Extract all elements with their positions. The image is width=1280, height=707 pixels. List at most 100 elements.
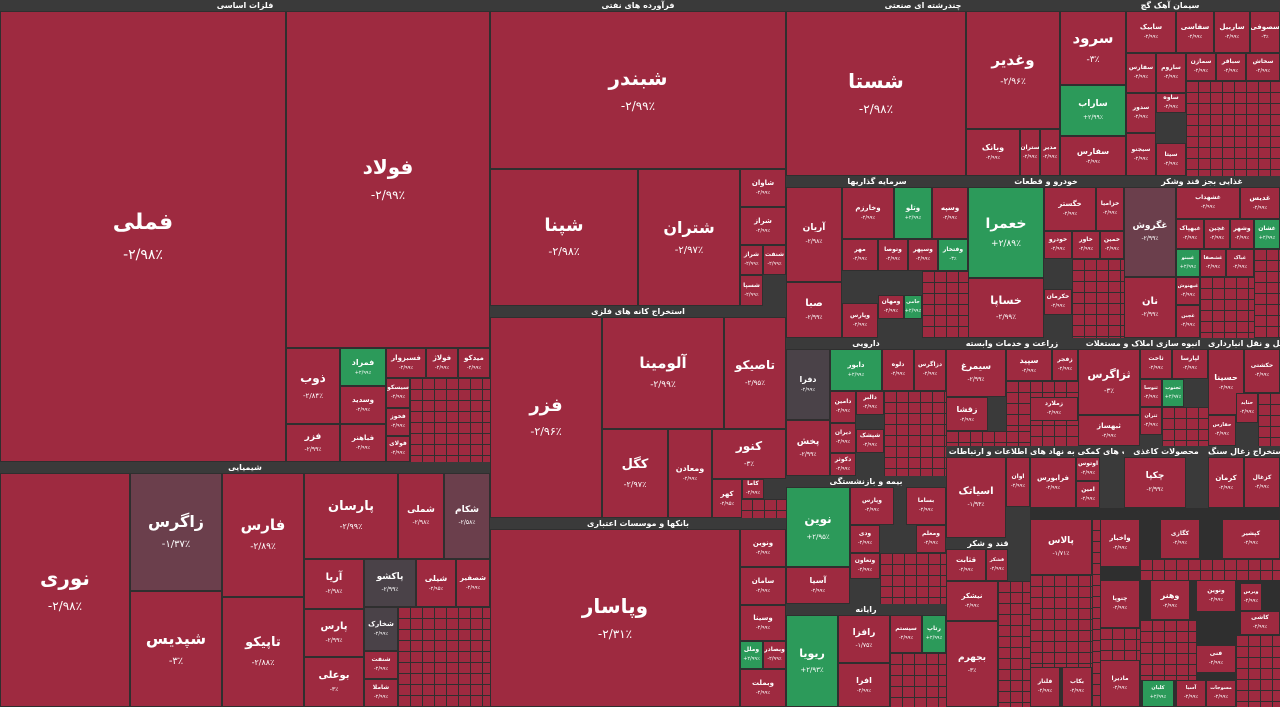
symbol-tile[interactable]: کنور -۳٪	[712, 429, 786, 479]
symbol-tile[interactable]: وبرس -۲/۹۹٪	[1240, 583, 1262, 611]
symbol-tile[interactable]: غبهنوش -۲/۹۹٪	[1176, 277, 1200, 305]
symbol-tile[interactable]: ودی -۲/۹۹٪	[850, 525, 880, 553]
symbol-tile[interactable]: وبصادر -۲/۹۹٪	[763, 641, 786, 669]
symbol-tile[interactable]: سخاش -۲/۹۹٪	[1246, 53, 1280, 81]
symbol-tile[interactable]: چنوپا -۲/۹۹٪	[1100, 580, 1140, 628]
symbol-tile[interactable]: تاصیکو -۲/۹۵٪	[724, 317, 786, 429]
symbol-tile[interactable]: آسیا -۲/۹۹٪	[786, 567, 850, 604]
symbol-tile[interactable]: ساراب +۲/۹۹٪	[1060, 85, 1126, 136]
small-symbols-cluster[interactable]	[1030, 575, 1092, 667]
symbol-tile[interactable]: آریان -۲/۹۸٪	[786, 187, 842, 282]
symbol-tile[interactable]: کاشی -۲/۹۹٪	[1240, 611, 1280, 635]
symbol-tile[interactable]: امین -۲/۹۹٪	[1076, 481, 1100, 508]
symbol-tile[interactable]: کرمان -۲/۹۹٪	[1208, 457, 1244, 508]
symbol-tile[interactable]: خکرمان -۲/۹۹٪	[1044, 289, 1072, 315]
symbol-tile[interactable]: دزاگرس -۲/۹۹٪	[914, 349, 946, 391]
symbol-tile[interactable]: واخبار -۲/۹۹٪	[1100, 519, 1140, 567]
symbol-tile[interactable]: پاکشو -۲/۹۹٪	[364, 559, 416, 607]
symbol-tile[interactable]: غشان +۲/۹۹٪	[1254, 219, 1280, 249]
symbol-tile[interactable]: جامی +۲/۹۹٪	[904, 295, 922, 319]
symbol-tile[interactable]: شنفت -۲/۹۹٪	[763, 245, 786, 275]
symbol-tile[interactable]: زفجر -۲/۹۹٪	[1052, 349, 1078, 381]
symbol-tile[interactable]: وبانک -۲/۹۹٪	[966, 129, 1020, 176]
symbol-tile[interactable]: سرود -۳٪	[1060, 11, 1126, 85]
symbol-tile[interactable]: اوان -۲/۹۹٪	[1006, 457, 1030, 507]
symbol-tile[interactable]: سمازن -۲/۹۹٪	[1186, 53, 1216, 81]
symbol-tile[interactable]: سامان -۲/۹۹٪	[740, 567, 786, 605]
symbol-tile[interactable]: وملل +۲/۹۹٪	[740, 641, 763, 669]
symbol-tile[interactable]: تاپیکو -۲/۸۸٪	[222, 597, 304, 707]
symbol-tile[interactable]: افرا -۲/۹۹٪	[838, 663, 890, 707]
symbol-tile[interactable]: سیجنو -۲/۹۹٪	[1126, 133, 1156, 176]
symbol-tile[interactable]: لپارسا -۲/۹۹٪	[1172, 349, 1208, 379]
symbol-tile[interactable]: خودرو -۲/۹۹٪	[1044, 231, 1072, 259]
symbol-tile[interactable]: سابیک -۲/۹۹٪	[1126, 11, 1176, 53]
symbol-tile[interactable]: شپدیس -۳٪	[130, 591, 222, 707]
symbol-tile[interactable]: غشهداب -۲/۹۹٪	[1176, 187, 1240, 219]
symbol-tile[interactable]: وپاسار -۲/۳۱٪	[490, 529, 740, 707]
symbol-tile[interactable]: حتاید -۲/۹۹٪	[1236, 393, 1258, 423]
small-symbols-cluster[interactable]	[922, 271, 968, 338]
small-symbols-cluster[interactable]	[1258, 393, 1280, 446]
symbol-tile[interactable]: شاملا -۲/۹۹٪	[364, 679, 398, 707]
symbol-tile[interactable]: شراز -۲/۹۹٪	[740, 207, 786, 245]
symbol-tile[interactable]: پارسان -۲/۹۹٪	[304, 473, 398, 559]
symbol-tile[interactable]: زاگرس -۱/۳۷٪	[130, 473, 222, 591]
symbol-tile[interactable]: ثاخت -۲/۹۹٪	[1140, 349, 1172, 379]
small-symbols-cluster[interactable]	[1092, 519, 1100, 707]
symbol-tile[interactable]: فخوز -۲/۹۹٪	[386, 408, 410, 436]
symbol-tile[interactable]: دکوثر -۲/۹۹٪	[830, 453, 856, 476]
symbol-tile[interactable]: قثابت -۲/۹۹٪	[946, 549, 986, 581]
symbol-tile[interactable]: وشهر -۲/۹۹٪	[1230, 219, 1254, 249]
symbol-tile[interactable]: خساپا -۲/۹۹٪	[968, 278, 1044, 338]
symbol-tile[interactable]: بوعلی -۳٪	[304, 657, 364, 707]
symbol-tile[interactable]: وبملت -۲/۹۹٪	[740, 669, 786, 707]
symbol-tile[interactable]: ومعلم -۲/۹۹٪	[916, 525, 946, 553]
symbol-tile[interactable]: شستا -۲/۹۸٪	[786, 11, 966, 176]
symbol-tile[interactable]: آریا -۲/۹۸٪	[304, 559, 364, 609]
symbol-tile[interactable]: سیستم -۲/۹۹٪	[890, 615, 922, 653]
symbol-tile[interactable]: صبا -۲/۹۹٪	[786, 282, 842, 338]
symbol-tile[interactable]: شخارک -۲/۹۹٪	[364, 607, 398, 651]
symbol-tile[interactable]: شاوان -۲/۹۹٪	[740, 169, 786, 207]
symbol-tile[interactable]: غبینو +۲/۹۹٪	[1176, 249, 1200, 277]
symbol-tile[interactable]: فلنار -۲/۹۹٪	[1030, 667, 1060, 707]
symbol-tile[interactable]: آسیا -۲/۹۹٪	[1176, 680, 1206, 707]
symbol-tile[interactable]: شتران -۲/۹۷٪	[638, 169, 740, 306]
symbol-tile[interactable]: وغدیر -۲/۹۶٪	[966, 11, 1060, 129]
symbol-tile[interactable]: سپید -۲/۹۹٪	[1006, 349, 1052, 381]
symbol-tile[interactable]: خزامیا -۲/۹۹٪	[1096, 187, 1124, 231]
symbol-tile[interactable]: شملی -۲/۹۸٪	[398, 473, 444, 559]
symbol-tile[interactable]: فزر -۲/۹۹٪	[286, 424, 340, 462]
symbol-tile[interactable]: فولاژ -۲/۹۹٪	[426, 348, 458, 378]
small-symbols-cluster[interactable]	[398, 607, 490, 707]
symbol-tile[interactable]: نوین +۲/۹۵٪	[786, 487, 850, 567]
symbol-tile[interactable]: غچین -۲/۹۹٪	[1176, 305, 1200, 338]
symbol-tile[interactable]: سفارس -۲/۹۹٪	[1126, 53, 1156, 93]
symbol-tile[interactable]: سباقر -۲/۹۹٪	[1216, 53, 1246, 81]
symbol-tile[interactable]: نیشکر -۲/۹۹٪	[946, 581, 998, 621]
symbol-tile[interactable]: وهنر -۲/۹۹٪	[1150, 580, 1190, 620]
small-symbols-cluster[interactable]	[1140, 559, 1280, 580]
symbol-tile[interactable]: وفتخار -۳٪	[938, 239, 968, 271]
symbol-tile[interactable]: مهر -۲/۹۹٪	[842, 239, 878, 271]
symbol-tile[interactable]: شبندر -۲/۹۹٪	[490, 11, 786, 169]
symbol-tile[interactable]: دلوه -۲/۹۹٪	[882, 349, 914, 391]
symbol-tile[interactable]: مسوجات -۲/۹۹٪	[1206, 680, 1236, 707]
small-symbols-cluster[interactable]	[1200, 277, 1254, 338]
symbol-tile[interactable]: ومهان -۲/۹۹٪	[878, 295, 904, 319]
symbol-tile[interactable]: شصفیر -۲/۹۹٪	[456, 559, 490, 607]
symbol-tile[interactable]: شسپا -۲/۹۹٪	[740, 275, 763, 306]
small-symbols-cluster[interactable]	[1140, 620, 1196, 680]
symbol-tile[interactable]: شیلی -۲/۹۵٪	[416, 559, 456, 607]
small-symbols-cluster[interactable]	[880, 553, 946, 604]
symbol-tile[interactable]: وپارس -۲/۹۹٪	[850, 487, 894, 525]
symbol-tile[interactable]: کاما -۲/۹۹٪	[742, 479, 764, 499]
small-symbols-cluster[interactable]	[1100, 628, 1140, 660]
small-symbols-cluster[interactable]	[1254, 249, 1280, 338]
symbol-tile[interactable]: بجهرم -۳٪	[946, 621, 998, 707]
symbol-tile[interactable]: سیمرغ -۲/۹۹٪	[946, 349, 1006, 397]
symbol-tile[interactable]: کگل -۲/۹۷٪	[602, 429, 668, 518]
symbol-tile[interactable]: وسدید -۲/۹۹٪	[340, 386, 386, 424]
symbol-tile[interactable]: کزغال -۲/۹۹٪	[1244, 457, 1280, 508]
